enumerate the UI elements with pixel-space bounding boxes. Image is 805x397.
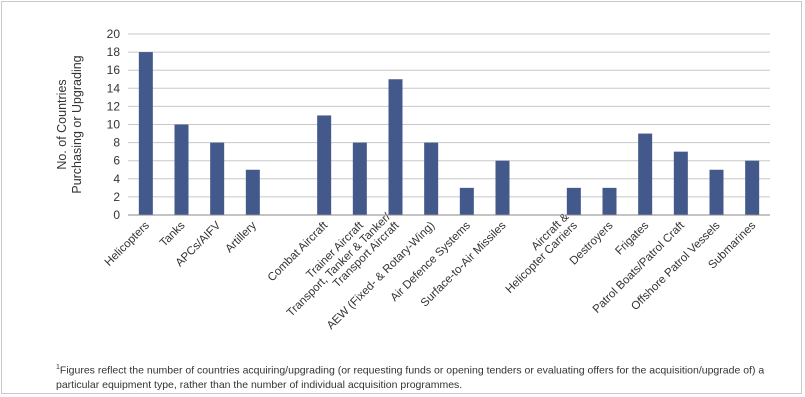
bar <box>602 187 617 215</box>
bars <box>138 52 760 215</box>
bar <box>495 160 510 215</box>
footnote-marker: 1 <box>56 364 60 371</box>
bar <box>566 187 581 215</box>
bar <box>174 124 189 215</box>
bar <box>388 79 403 215</box>
bar <box>317 115 332 215</box>
y-tick-label: 12 <box>107 99 121 113</box>
y-tick-label: 16 <box>107 63 121 77</box>
bar <box>673 151 688 215</box>
y-tick-label: 14 <box>107 81 121 95</box>
y-tick-label: 8 <box>113 136 120 150</box>
bar <box>245 169 260 215</box>
bar <box>638 133 653 215</box>
bar <box>352 142 367 215</box>
y-tick-label: 10 <box>107 118 121 132</box>
x-tick-label: Artillery <box>223 219 259 255</box>
bar <box>210 142 225 215</box>
y-axis-title-line: Purchasing or Upgrading <box>70 55 84 193</box>
bar <box>459 187 474 215</box>
bar <box>745 160 760 215</box>
gridlines <box>128 33 770 198</box>
y-tick-label: 20 <box>107 27 121 41</box>
y-axis-title: No. of Countries Purchasing or Upgrading <box>55 55 84 193</box>
y-axis-ticks: 0 2 4 6 8 10 12 14 16 18 20 <box>107 27 121 222</box>
y-tick-label: 0 <box>113 208 120 222</box>
y-tick-label: 6 <box>113 154 120 168</box>
x-tick-label: Helicopters <box>103 219 152 268</box>
y-tick-label: 4 <box>113 172 120 186</box>
bar <box>709 169 724 215</box>
x-tick-label: Transport, Tanker & Tanker/ <box>285 211 394 320</box>
y-axis-title-line: No. of Countries <box>55 79 69 169</box>
footnote-text: Figures reflect the number of countries … <box>56 364 765 391</box>
y-tick-label: 2 <box>113 190 120 204</box>
bar <box>424 142 439 215</box>
bar <box>138 52 153 215</box>
y-tick-label: 18 <box>107 45 121 59</box>
x-tick-label: Tanks <box>158 219 188 249</box>
footnote: 1Figures reflect the number of countries… <box>56 361 796 392</box>
